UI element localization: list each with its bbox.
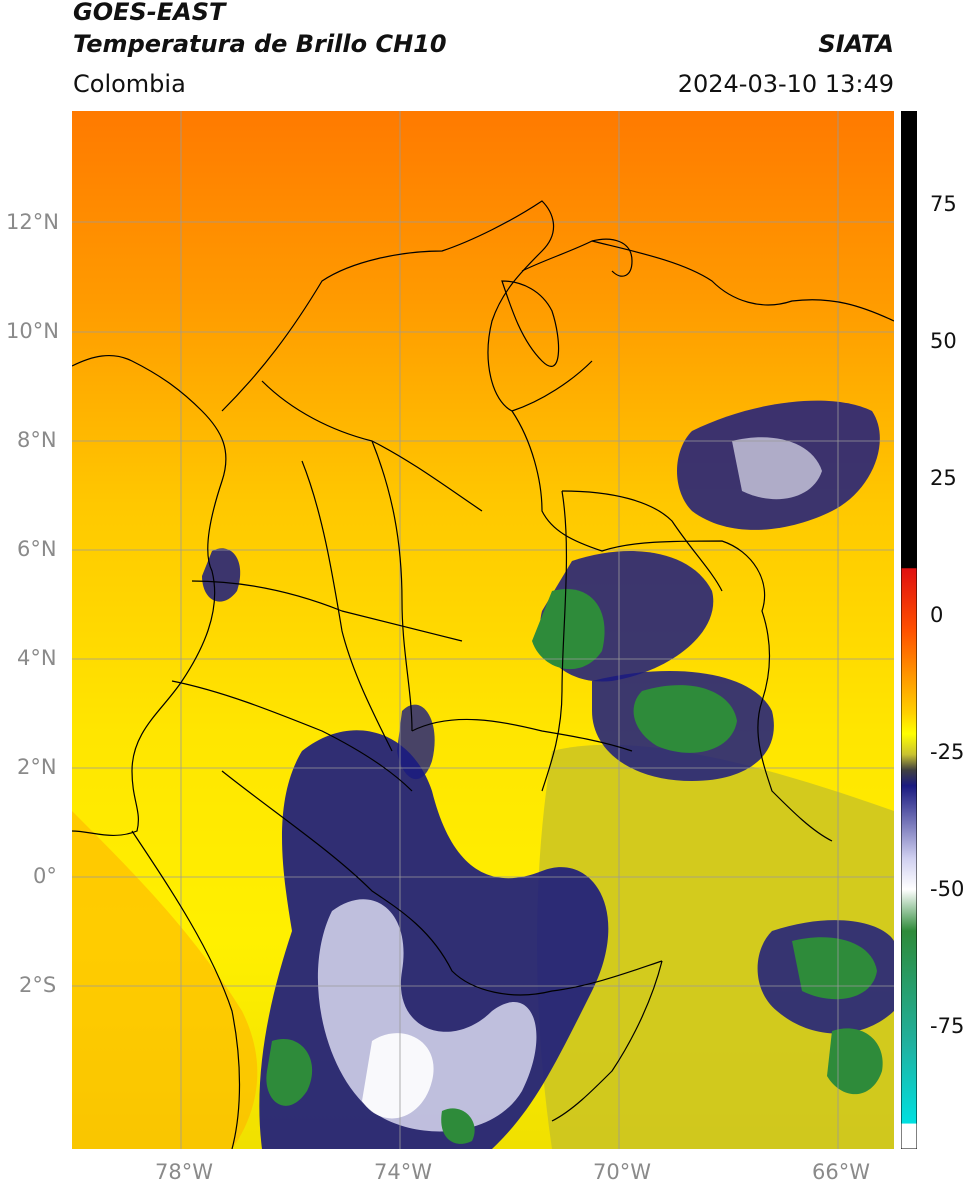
colorbar-tick-minus50: -50 (930, 877, 965, 901)
lon-label-70W: 70°W (593, 1160, 651, 1184)
title-product: Temperatura de Brillo CH10 (73, 30, 447, 58)
convective-clusters (202, 400, 894, 1095)
agency-label: SIATA (818, 30, 894, 58)
lat-label-10N: 10°N (6, 319, 59, 343)
lon-label-78W: 78°W (155, 1160, 213, 1184)
country-borders (72, 200, 894, 1149)
region-label: Colombia (73, 70, 186, 98)
satellite-map (72, 111, 894, 1149)
datetime-label: 2024-03-10 13:49 (677, 70, 894, 98)
lat-label-2N: 2°N (17, 755, 57, 779)
colorbar-tick-75: 75 (930, 192, 957, 216)
cold-cloud-band (259, 704, 609, 1149)
lat-label-12N: 12°N (6, 210, 59, 234)
lon-label-66W: 66°W (812, 1160, 870, 1184)
title-satellite: GOES-EAST (73, 0, 226, 26)
colorbar-tick-0: 0 (930, 603, 944, 627)
lat-label-6N: 6°N (17, 537, 57, 561)
colorbar-tick-minus25: -25 (930, 740, 965, 764)
colorbar-tick-minus75: -75 (930, 1014, 965, 1038)
lon-label-74W: 74°W (374, 1160, 432, 1184)
colorbar (901, 111, 917, 1149)
colorbar-tick-25: 25 (930, 466, 957, 490)
lat-label-2S: 2°S (19, 973, 57, 997)
colorbar-tick-50: 50 (930, 329, 957, 353)
lat-label-4N: 4°N (17, 646, 57, 670)
gridlines (72, 111, 894, 1149)
lat-label-8N: 8°N (17, 428, 57, 452)
lat-label-0: 0° (33, 864, 57, 888)
